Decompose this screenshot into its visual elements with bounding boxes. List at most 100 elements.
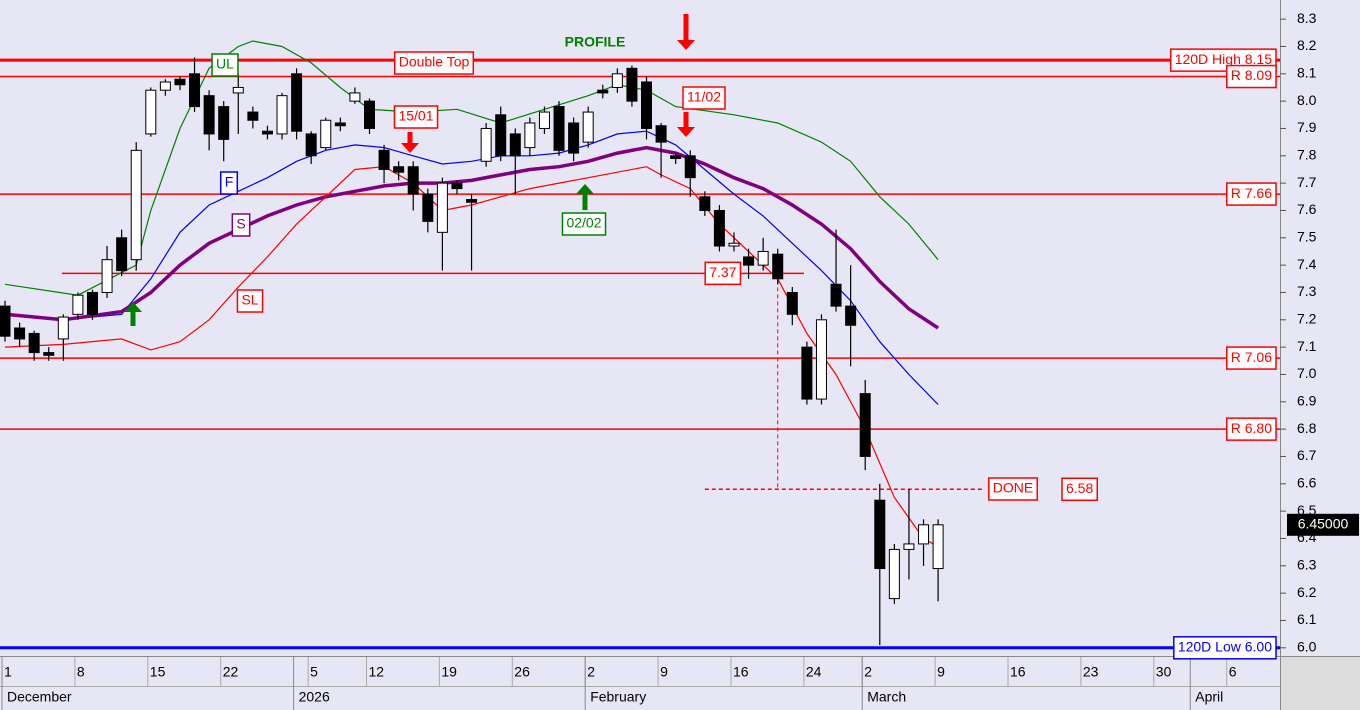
- candle-body: [538, 111, 550, 129]
- candle-body: [903, 543, 915, 550]
- level-label-box: [1226, 346, 1277, 370]
- x-tick-label: 16: [1010, 664, 1026, 680]
- candle-body: [86, 291, 98, 315]
- candle-body: [641, 81, 653, 129]
- candle-body: [699, 196, 711, 211]
- annotation-box: [988, 477, 1038, 501]
- candle-body: [334, 122, 346, 127]
- level-label-box: [1226, 64, 1277, 89]
- candle-body: [568, 122, 580, 154]
- y-tick-label: 7.1: [1297, 338, 1317, 354]
- last-price-box: [1287, 513, 1359, 536]
- candle-body: [786, 291, 798, 315]
- annotation-box: [393, 51, 475, 75]
- x-tick-label: 2: [864, 664, 872, 680]
- y-tick-label: 7.7: [1297, 174, 1317, 190]
- candle-body: [597, 89, 609, 94]
- series-label-box: [211, 53, 239, 77]
- candle-body: [189, 73, 201, 108]
- candle-body: [830, 283, 842, 307]
- series-label: S: [236, 216, 245, 232]
- y-tick-label: 7.3: [1297, 283, 1317, 299]
- signal-arrow-head: [401, 143, 419, 153]
- candle-body: [305, 133, 317, 157]
- candle-body: [626, 67, 638, 102]
- x-tick-label: 26: [514, 664, 530, 680]
- x-tick-label: 6: [1229, 664, 1237, 680]
- level-label: 7.37: [709, 264, 736, 280]
- y-tick-label: 8.2: [1297, 37, 1317, 53]
- level-label-box: [704, 261, 742, 286]
- x-tick-label: 9: [660, 664, 668, 680]
- x-tick-label: 12: [368, 664, 384, 680]
- candle-body: [582, 111, 594, 143]
- level-label: R 7.06: [1231, 349, 1272, 365]
- annotation: PROFILE: [565, 34, 626, 50]
- y-tick-label: 6.1: [1297, 611, 1317, 627]
- signal-arrow-head: [677, 127, 695, 137]
- signal-arrow-head: [576, 184, 594, 194]
- x-tick-label: 8: [77, 664, 85, 680]
- candle-body: [72, 294, 84, 315]
- candle-body: [363, 100, 375, 129]
- candle-body: [553, 106, 565, 151]
- candle-body: [116, 237, 128, 272]
- candle-body: [436, 182, 448, 233]
- x-tick-label: 2: [587, 664, 595, 680]
- candle-body: [14, 327, 26, 340]
- month-label: December: [7, 689, 72, 705]
- candle-body: [43, 352, 55, 356]
- y-tick-label: 7.2: [1297, 311, 1317, 327]
- level-label: 120D High 8.15: [1175, 51, 1273, 67]
- candle-body: [291, 73, 303, 132]
- annotation-box: [561, 212, 607, 236]
- level-label: 6.58: [1066, 480, 1093, 496]
- level-label-box: [1226, 182, 1277, 206]
- x-tick-label: 1: [4, 664, 12, 680]
- x-tick-label: 5: [310, 664, 318, 680]
- series-label-box: [219, 171, 239, 195]
- annotation: 15/01: [398, 108, 433, 124]
- level-label-box: [1226, 417, 1277, 441]
- level-label: 120D Low 6.00: [1178, 639, 1272, 655]
- y-tick-label: 6.9: [1297, 393, 1317, 409]
- candle-body: [888, 548, 900, 600]
- month-label: 2026: [299, 689, 330, 705]
- y-tick-label: 7.9: [1297, 119, 1317, 135]
- y-tick-label: 6.0: [1297, 639, 1317, 655]
- candle-body: [524, 122, 536, 149]
- series-label: F: [225, 174, 234, 190]
- last-price-label: 6.45000: [1298, 516, 1349, 532]
- candle-body: [393, 166, 405, 173]
- series-label-box: [236, 289, 264, 313]
- candle-body: [495, 114, 507, 157]
- annotation: 02/02: [566, 215, 601, 231]
- candle-body: [757, 250, 769, 266]
- candle-body: [743, 256, 755, 266]
- annotation: DONE: [993, 480, 1033, 496]
- candle-body: [159, 81, 171, 91]
- month-label: March: [867, 689, 906, 705]
- level-label: R 7.66: [1231, 185, 1272, 201]
- y-tick-label: 6.7: [1297, 447, 1317, 463]
- candle-body: [232, 86, 244, 94]
- candle-body: [480, 127, 492, 162]
- y-tick-label: 7.0: [1297, 365, 1317, 381]
- candle-body: [874, 499, 886, 570]
- candle-body: [57, 316, 69, 340]
- candle-body: [713, 209, 725, 247]
- level-label-box: [1173, 636, 1277, 660]
- candle-body: [466, 199, 478, 203]
- candle-body: [845, 305, 857, 326]
- x-tick-label: 23: [1083, 664, 1099, 680]
- candle-body: [28, 332, 40, 354]
- annotation: Double Top: [399, 54, 470, 70]
- indicator-line: [4, 40, 939, 296]
- candle-body: [203, 95, 215, 135]
- candle-body: [451, 182, 463, 190]
- signal-arrow-head: [124, 302, 142, 312]
- candle-body: [859, 393, 871, 457]
- candle-body: [728, 242, 740, 247]
- month-label: February: [590, 689, 646, 705]
